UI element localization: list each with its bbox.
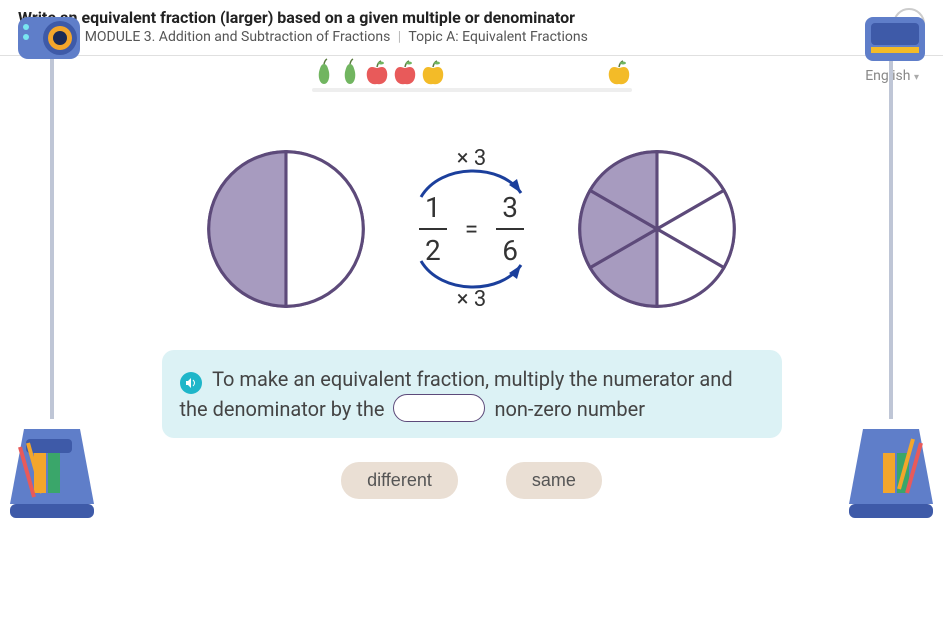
- equals-sign: =: [465, 215, 478, 243]
- fraction-right-denominator: 6: [502, 234, 518, 267]
- fraction-pie-left: [201, 144, 371, 314]
- header-left: Write an equivalent fraction (larger) ba…: [18, 8, 893, 45]
- fraction-bar: [496, 228, 524, 230]
- equation: 1 2 = 3 6: [419, 179, 524, 279]
- breadcrumb-sep: |: [398, 29, 401, 45]
- stage: × 3 1 2 = 3 6: [0, 84, 943, 519]
- answer-options: different same: [341, 462, 602, 499]
- breadcrumb: Grade 5 | MODULE 3. Addition and Subtrac…: [18, 29, 893, 45]
- diagram-row: × 3 1 2 = 3 6: [100, 144, 843, 314]
- audio-icon[interactable]: [180, 372, 202, 394]
- page-title: Write an equivalent fraction (larger) ba…: [18, 8, 893, 27]
- breadcrumb-topic: Topic A: Equivalent Fractions: [408, 29, 587, 45]
- fraction-right-numerator: 3: [502, 191, 518, 224]
- robot-right-decoration: [839, 0, 939, 519]
- answer-option-same[interactable]: same: [506, 462, 602, 499]
- fraction-bar: [419, 228, 447, 230]
- robot-left-decoration: [4, 0, 104, 519]
- equation-block: × 3 1 2 = 3 6: [419, 146, 524, 312]
- header: Write an equivalent fraction (larger) ba…: [0, 0, 943, 56]
- speaker-icon: [185, 377, 197, 389]
- fraction-pie-right: [572, 144, 742, 314]
- fraction-left-denominator: 2: [425, 234, 441, 267]
- hint-text-suffix: non-zero number: [494, 397, 645, 421]
- breadcrumb-module: MODULE 3. Addition and Subtraction of Fr…: [85, 29, 391, 45]
- fraction-left-numerator: 1: [425, 191, 441, 224]
- hint-box: To make an equivalent fraction, multiply…: [162, 350, 782, 438]
- answer-option-different[interactable]: different: [341, 462, 458, 499]
- answer-blank[interactable]: [393, 394, 485, 422]
- topbar: English: [0, 56, 943, 84]
- multiply-label-top: × 3: [457, 146, 487, 171]
- fraction-right: 3 6: [496, 191, 524, 267]
- fraction-left: 1 2: [419, 191, 447, 267]
- multiply-label-bottom: × 3: [457, 287, 487, 312]
